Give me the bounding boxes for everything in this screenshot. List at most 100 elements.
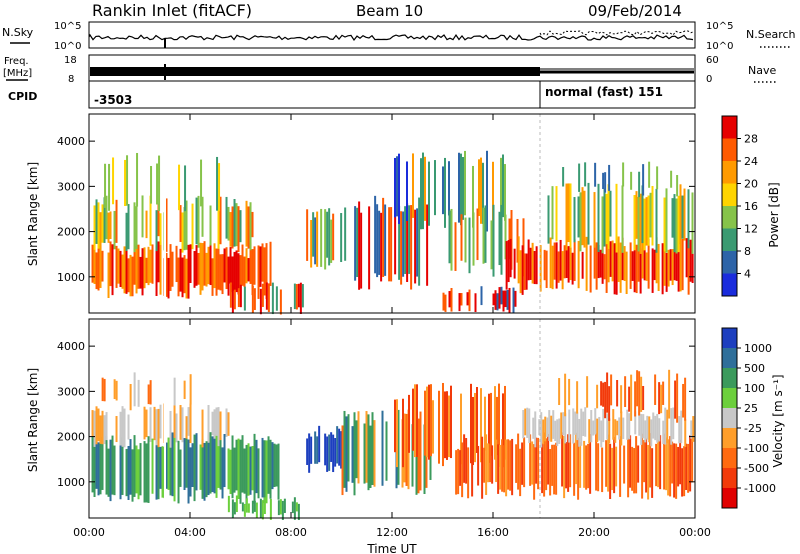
heatmap-cell (594, 408, 597, 435)
heatmap-cell (462, 156, 464, 220)
heatmap-cell (165, 198, 168, 252)
heatmap-cell (173, 434, 176, 502)
heatmap-cell (428, 384, 430, 460)
heatmap-cell (464, 217, 467, 263)
heatmap-cell (145, 210, 148, 239)
heatmap-cell (612, 409, 615, 440)
heatmap-cell (677, 446, 680, 487)
heatmap-cell (615, 183, 618, 253)
heatmap-cell (578, 418, 581, 447)
heatmap-cell (446, 391, 448, 460)
heatmap-cell (151, 438, 154, 494)
heatmap-cell (195, 433, 198, 491)
heatmap-cell (373, 420, 376, 487)
heatmap-cell (316, 436, 319, 464)
heatmap-cell (115, 416, 118, 443)
heatmap-cell (648, 161, 651, 188)
heatmap-cell (137, 244, 140, 289)
heatmap-cell (203, 241, 206, 286)
heatmap-cell (243, 286, 246, 311)
heatmap-cell (467, 447, 470, 499)
heatmap-cell (147, 246, 150, 286)
heatmap-cell (360, 212, 363, 289)
heatmap-cell (149, 380, 152, 405)
heatmap-cell (405, 413, 408, 486)
heatmap-cell (635, 191, 638, 239)
heatmap-cell (231, 499, 234, 518)
heatmap-cell (426, 386, 428, 458)
heatmap-cell (597, 443, 600, 492)
heatmap-cell (468, 217, 471, 274)
heatmap-cell (183, 255, 186, 294)
heatmap-cell (261, 500, 264, 520)
heatmap-cell (514, 290, 517, 307)
heatmap-cell (189, 447, 192, 497)
heatmap-cell (371, 412, 374, 485)
heatmap-cell (535, 246, 538, 285)
heatmap-cell (502, 393, 504, 468)
heatmap-cell (472, 396, 474, 466)
power-colorbar-label: Power [dB] (767, 182, 781, 247)
heatmap-cell (500, 204, 503, 275)
heatmap-cell (635, 436, 638, 494)
heatmap-cell (565, 183, 568, 251)
heatmap-cell (259, 288, 262, 315)
colorbar-segment (722, 328, 737, 349)
heatmap-cell (504, 385, 506, 460)
heatmap-cell (253, 433, 256, 504)
power-y-ticks: 1000 2000 3000 4000 (57, 135, 695, 284)
heatmap-cell (231, 256, 234, 293)
heatmap-cell (633, 236, 636, 293)
heatmap-cell (459, 450, 462, 486)
nsearch-label: N.Search (746, 28, 796, 41)
heatmap-cell (565, 246, 568, 278)
heatmap-cell (241, 435, 244, 493)
colorbar-tick-label: 24 (744, 155, 758, 168)
heatmap-cell (605, 440, 608, 487)
heatmap-cell (394, 399, 396, 453)
heatmap-cell (215, 433, 218, 498)
colorbar-segment (722, 488, 737, 509)
heatmap-cell (241, 244, 244, 286)
heatmap-cell (675, 443, 678, 499)
heatmap-cell (177, 257, 180, 297)
heatmap-cell (167, 437, 170, 490)
heatmap-cell (621, 185, 624, 253)
heatmap-cell (538, 419, 541, 436)
heatmap-cell (496, 396, 498, 456)
heatmap-cell (159, 241, 162, 295)
heatmap-cell (207, 404, 210, 443)
heatmap-cell (117, 248, 120, 284)
heatmap-cell (474, 392, 476, 463)
heatmap-cell (99, 212, 102, 249)
heatmap-cell (620, 385, 623, 414)
nsky-trace (88, 33, 694, 42)
heatmap-cell (604, 172, 607, 193)
colorbar-segment (722, 116, 737, 139)
y-tick-label: 1000 (57, 271, 85, 284)
heatmap-cell (213, 409, 216, 439)
heatmap-cell (155, 245, 158, 296)
colorbar-tick-label: -500 (744, 462, 769, 475)
heatmap-cell (91, 410, 94, 437)
heatmap-cell (567, 246, 570, 283)
cpid-value-1: -3503 (94, 93, 132, 107)
heatmap-cell (579, 442, 582, 488)
velocity-colorbar-label: Velocity [m s⁻¹] (771, 374, 785, 467)
heatmap-cell (179, 205, 182, 242)
heatmap-cell (508, 287, 511, 313)
heatmap-cell (498, 383, 500, 467)
heatmap-cell (645, 197, 648, 246)
heatmap-cell (153, 406, 156, 441)
power-ylabel: Slant Range [km] (26, 162, 40, 266)
heatmap-cell (334, 438, 337, 467)
heatmap-cell (613, 243, 616, 295)
heatmap-cell (672, 407, 675, 440)
heatmap-cell (504, 290, 507, 308)
heatmap-cell (145, 257, 148, 284)
heatmap-cell (499, 444, 502, 490)
x-tick-label: 04:00 (174, 526, 206, 539)
heatmap-cell (131, 256, 134, 297)
heatmap-cell (687, 443, 690, 493)
heatmap-cell (652, 412, 655, 439)
